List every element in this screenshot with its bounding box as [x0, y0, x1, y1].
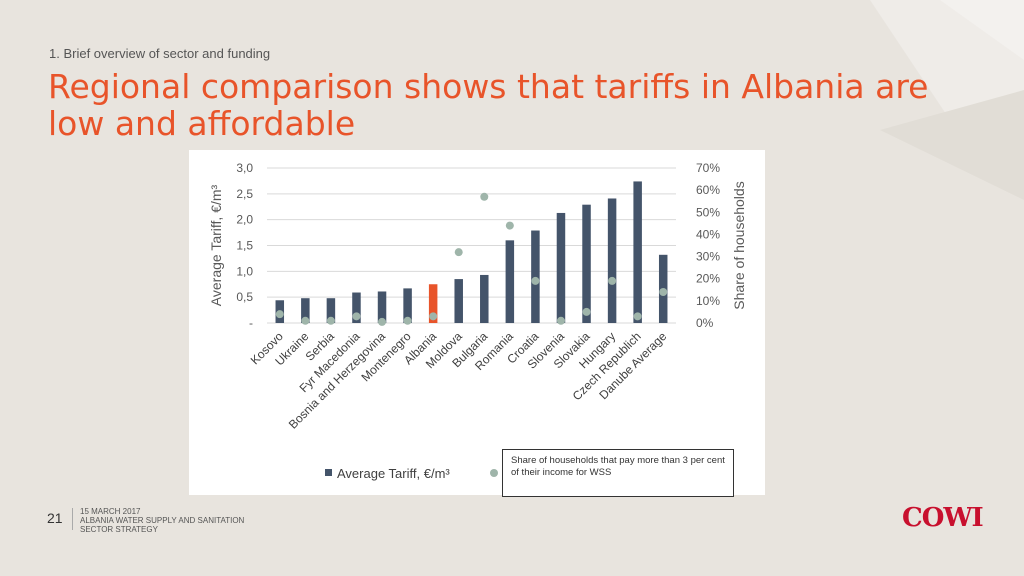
bar [582, 204, 591, 323]
dot [505, 221, 514, 230]
legend-bar-swatch [325, 469, 332, 476]
bar [326, 298, 336, 323]
y2-tick-label: 30% [696, 250, 720, 264]
dot [326, 316, 335, 325]
y-tick-label: 2,5 [236, 187, 253, 201]
dot [480, 192, 489, 201]
bar [403, 288, 412, 323]
tariff-chart: - 0,5 1,0 1,5 2,0 2,5 3,0 0% 10% 20% 30% 40% 50% 60% 7… [208, 161, 747, 481]
footer-doc-title-1: ALBANIA WATER SUPPLY AND SANITATION [80, 516, 245, 525]
page-title: Regional comparison shows that tariffs i… [48, 67, 929, 143]
chart-container: - 0,5 1,0 1,5 2,0 2,5 3,0 0% 10% 20% 30% 40% 50% 60% 7… [189, 150, 765, 495]
page-number: 21 [47, 510, 63, 526]
dot [275, 310, 284, 319]
dot [352, 312, 361, 321]
bar [531, 230, 540, 323]
dot [582, 307, 591, 316]
y2-tick-label: 0% [696, 316, 714, 330]
y2-axis-label: Share of households [731, 181, 747, 309]
y-tick-label: 3,0 [236, 161, 253, 175]
y2-tick-label: 50% [696, 205, 720, 219]
bar [352, 292, 361, 323]
y2-tick-label: 10% [696, 294, 720, 308]
dot [454, 248, 463, 257]
legend-dot-swatch [490, 469, 498, 477]
bar [556, 212, 566, 323]
cowi-logo: COWI [902, 503, 984, 533]
bar [377, 291, 387, 323]
dot [659, 288, 668, 296]
dot [608, 276, 617, 285]
dot [378, 317, 387, 326]
footer-doc-title-2: SECTOR STRATEGY [80, 525, 158, 534]
dot [301, 316, 310, 325]
footer-divider [72, 508, 73, 530]
dot [429, 312, 438, 321]
bar [633, 181, 642, 323]
dot-series-note: Share of households that pay more than 3… [502, 449, 734, 497]
dot [633, 312, 642, 321]
bar [428, 284, 438, 323]
bar [301, 298, 310, 323]
dot [556, 316, 565, 325]
y-tick-label: 0,5 [236, 290, 253, 304]
bar [454, 279, 463, 323]
bar [505, 240, 515, 323]
y-tick-label: - [249, 316, 253, 330]
y2-tick-label: 40% [696, 227, 720, 241]
y-axis-label: Average Tariff, €/m³ [208, 184, 224, 306]
y-tick-label: 1,5 [236, 239, 253, 253]
footer-text: 15 MARCH 2017 ALBANIA WATER SUPPLY AND S… [80, 507, 244, 534]
footer-date: 15 MARCH 2017 [80, 507, 141, 516]
bar [480, 274, 489, 323]
y2-tick-label: 60% [696, 183, 720, 197]
y2-tick-label: 20% [696, 272, 720, 286]
dot [531, 276, 540, 285]
bar [607, 198, 617, 323]
y2-tick-label: 70% [696, 161, 720, 175]
dot [403, 316, 412, 325]
y-tick-label: 2,0 [236, 213, 253, 227]
legend-bar-label: Average Tariff, €/m³ [337, 466, 450, 481]
section-label: 1. Brief overview of sector and funding [49, 46, 271, 61]
y-tick-label: 1,0 [236, 264, 253, 278]
